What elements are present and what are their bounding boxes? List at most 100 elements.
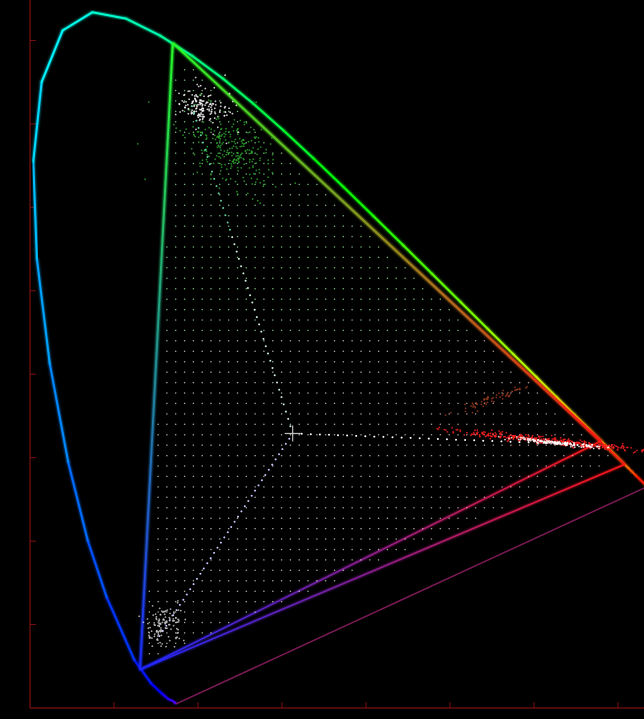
grid-dot-65 [166, 277, 168, 280]
grid-dot-1431 [501, 371, 503, 373]
grid-dot-1438 [510, 444, 512, 446]
cluster-2-point-299 [551, 438, 554, 440]
grid-dot-59 [166, 340, 168, 342]
grid-dot-73 [174, 600, 177, 603]
grid-dot-1103 [377, 433, 380, 436]
spoke-1-point-20 [473, 439, 476, 442]
grid-dot-315 [210, 360, 212, 363]
grid-dot-1196 [404, 371, 406, 373]
grid-dot-188 [192, 548, 195, 551]
cluster-2-point-335 [593, 443, 595, 446]
grid-dot-1213 [413, 475, 415, 478]
grid-dot-216 [192, 256, 195, 259]
grid-dot-260 [201, 371, 203, 373]
grid-dot-1116 [377, 298, 380, 300]
cluster-3-point-107 [566, 442, 569, 444]
grid-dot-266 [201, 308, 203, 311]
grid-dot-674 [272, 162, 274, 165]
cluster-1-point-27 [175, 127, 178, 129]
cluster-2-point-230 [501, 430, 504, 433]
grid-dot-1074 [369, 402, 371, 405]
spoke-0-point-17 [253, 308, 256, 311]
gamut-triangle-1-edge-0 [172, 42, 602, 442]
grid-dot-793 [298, 267, 300, 269]
grid-dot-690 [280, 454, 283, 457]
cluster-1-point-152 [213, 130, 216, 132]
grid-dot-1115 [377, 308, 380, 311]
cluster-1-point-163 [215, 118, 218, 121]
grid-dot-1334 [457, 454, 459, 457]
grid-dot-24 [157, 475, 159, 478]
grid-dot-393 [227, 621, 230, 624]
cluster-2-point-348 [609, 448, 612, 450]
cluster-3-point-156 [565, 444, 567, 447]
cluster-1-point-156 [240, 156, 242, 159]
grid-dot-947 [333, 298, 336, 300]
grid-dot-69 [174, 642, 177, 645]
grid-dot-1277 [430, 340, 433, 342]
grid-dot-51 [166, 423, 168, 426]
grid-dot-430 [227, 235, 230, 238]
grid-dot-1321 [448, 360, 450, 363]
grid-dot-995 [351, 538, 353, 540]
grid-dot-1223 [413, 371, 415, 373]
cluster-1-point-247 [220, 127, 223, 130]
grid-dot-168 [183, 183, 186, 186]
grid-dot-411 [227, 433, 230, 436]
grid-dot-1257 [421, 287, 424, 290]
cluster-0-point-109 [191, 100, 194, 103]
grid-dot-924 [333, 538, 336, 540]
cluster-1-point-233 [220, 135, 223, 138]
grid-dot-867 [316, 329, 318, 332]
grid-dot-670 [272, 204, 274, 206]
cluster-2-point-157 [548, 437, 550, 440]
cluster-0-point-43 [191, 94, 194, 96]
cluster-1-point-215 [192, 126, 195, 128]
grid-dot-1468 [527, 392, 530, 394]
cluster-0-point-108 [214, 100, 217, 103]
grid-dot-532 [245, 194, 248, 196]
grid-dot-1134 [386, 423, 389, 426]
spoke-1-point-7 [355, 434, 358, 437]
cluster-3-point-128 [537, 439, 539, 442]
grid-dot-1114 [377, 319, 380, 321]
cluster-5-point-36 [154, 613, 157, 615]
grid-dot-820 [307, 413, 309, 415]
spoke-0-point-12 [264, 345, 267, 348]
grid-dot-474 [236, 287, 239, 290]
grid-dot-316 [210, 350, 212, 353]
grid-dot-498 [245, 548, 248, 551]
spoke-0-point-5 [280, 396, 283, 399]
cluster-4-point-46 [482, 405, 485, 408]
cluster-0-point-88 [206, 108, 209, 111]
grid-dot-348 [219, 559, 221, 561]
grid-dot-879 [316, 204, 318, 206]
grid-dot-225 [192, 162, 195, 165]
grid-dot-599 [263, 475, 265, 478]
grid-dot-26 [157, 454, 159, 457]
grid-dot-424 [227, 298, 230, 300]
grid-dot-407 [227, 475, 230, 478]
cluster-4-point-18 [501, 398, 504, 400]
grid-dot-871 [316, 287, 318, 290]
grid-dot-56 [166, 371, 168, 373]
grid-dot-1363 [466, 360, 468, 363]
grid-dot-955 [333, 214, 336, 217]
cluster-4-point-11 [495, 396, 498, 399]
grid-dot-1121 [377, 246, 380, 248]
grid-dot-620 [263, 256, 265, 259]
spoke-2-point-9 [260, 479, 263, 482]
spoke-2-point-25 [206, 562, 209, 565]
grid-dot-433 [227, 204, 230, 206]
cluster-1-point-2 [229, 177, 232, 180]
grid-dot-525 [245, 267, 248, 269]
spoke-1-point-1 [300, 432, 303, 435]
grid-dot-579 [254, 204, 256, 206]
cluster-1-point-142 [230, 151, 233, 154]
grid-dot-1406 [492, 465, 495, 467]
cluster-1-point-183 [236, 147, 239, 150]
cluster-2-point-383 [578, 442, 581, 445]
grid-dot-1075 [369, 392, 371, 394]
grid-dot-807 [307, 548, 309, 551]
grid-dot-1318 [448, 392, 450, 394]
